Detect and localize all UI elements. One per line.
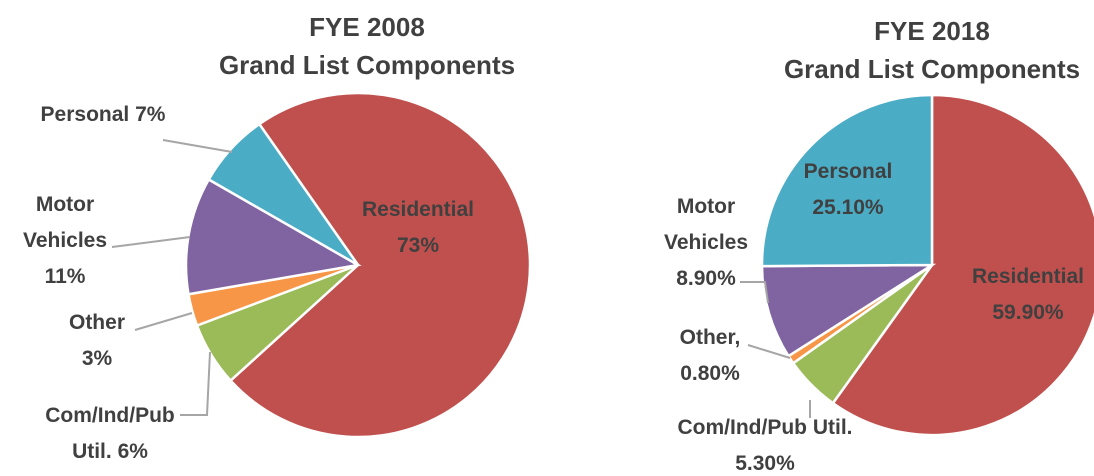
category-label: Com/Ind/Pub Util. (45, 404, 175, 463)
category-label: Personal (40, 103, 130, 126)
value-label: 3% (81, 347, 113, 370)
leader-line (111, 236, 191, 248)
chart-title: FYE 2018 (874, 16, 990, 46)
value-label: 25.10% (812, 196, 884, 219)
value-label: 7% (135, 103, 166, 126)
leader-line (134, 312, 193, 331)
value-label: 5.30% (735, 452, 795, 475)
slice-label: Com/Ind/Pub Util. 6% (25, 398, 195, 470)
value-label: 0.80% (680, 362, 740, 385)
leader-line (740, 281, 769, 304)
slice-label: Personal 7% (3, 97, 203, 133)
value-label: 8.90% (676, 267, 736, 290)
chart-title: FYE 2008 (309, 12, 425, 42)
pie-slice (760, 93, 934, 268)
chart-title-block: FYE 2008 Grand List Components (157, 8, 577, 84)
category-label: Other, (679, 326, 741, 349)
slice-label: Residential 73% (338, 192, 498, 264)
chart-subtitle: Grand List Components (218, 50, 516, 80)
category-label: Personal (803, 160, 893, 183)
slice-label: Personal 25.10% (773, 154, 923, 226)
value-label: 11% (44, 265, 86, 288)
slice-label: Motor Vehicles 8.90% (656, 189, 756, 297)
category-label: Residential (971, 265, 1085, 288)
category-label: Motor Vehicles (22, 193, 108, 252)
category-label: Residential (361, 198, 475, 221)
chart-subtitle: Grand List Components (783, 54, 1081, 84)
chart-title-block: FYE 2018 Grand List Components (722, 12, 1094, 88)
pie-slice (760, 263, 937, 358)
value-label: 73% (396, 234, 440, 257)
category-label: Other (68, 311, 125, 334)
pie-slice (184, 177, 362, 296)
category-label: Motor Vehicles (663, 195, 749, 254)
leader-line (180, 351, 211, 416)
value-label: 59.90% (992, 301, 1064, 324)
slice-label: Residential 59.90% (953, 259, 1094, 331)
slice-label: Other, 0.80% (660, 320, 760, 392)
slice-label: Motor Vehicles 11% (15, 187, 115, 295)
category-label: Com/Ind/Pub Util. (677, 416, 853, 439)
leader-line (162, 139, 233, 153)
pie-slice (228, 91, 532, 439)
slice-label: Com/Ind/Pub Util. 5.30% (675, 410, 855, 476)
leader-line (747, 344, 791, 359)
pie-slice (207, 122, 360, 267)
value-label: 6% (117, 440, 148, 463)
slice-label: Other 3% (47, 305, 147, 377)
